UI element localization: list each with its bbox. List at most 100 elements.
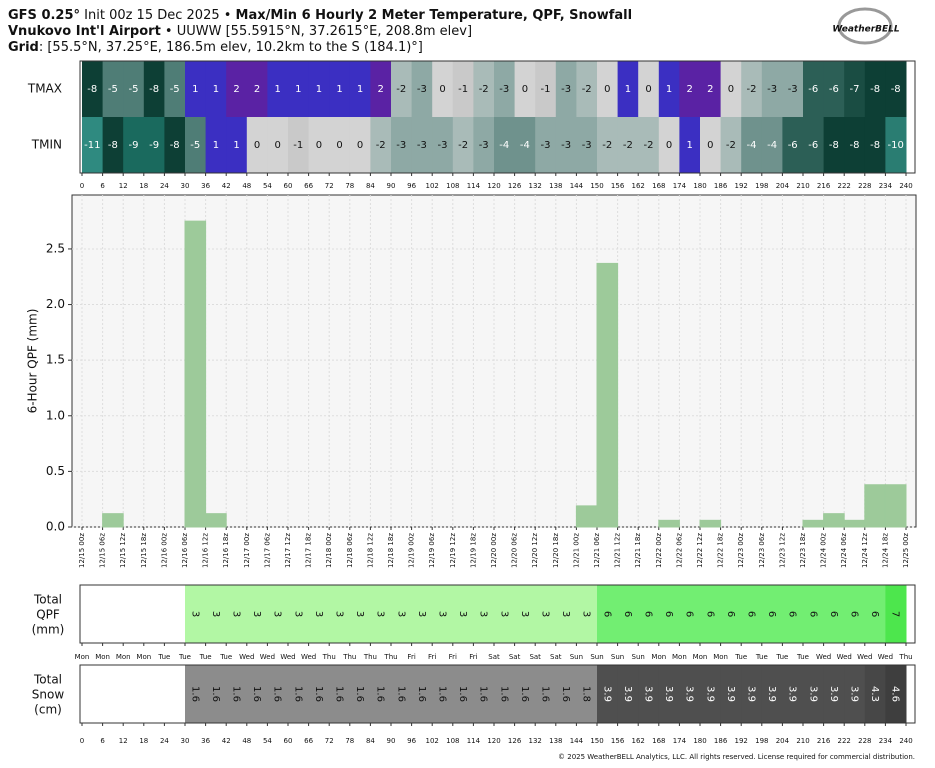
strip-cell [370,585,392,643]
x-tick-label: 12/16 18z [222,533,230,568]
cell-label: -5 [190,140,200,151]
strip-cell [514,665,536,723]
strip-cell [823,665,845,723]
grid-info: : [55.5°N, 37.25°E, 186.5m elev, 10.2km … [39,40,423,55]
heat-cell [123,117,145,173]
x-tick-label: 12/15 06z [99,533,107,568]
x-tick-label: 186 [714,737,728,745]
strip-cell [658,585,680,643]
cell-label: 0 [254,140,260,151]
cell-label: 1 [213,140,219,151]
x-tick-label: 108 [446,182,459,190]
x-tick-label: 12/18 18z [387,533,395,568]
x-tick-label: 84 [366,182,375,190]
x-tick-label: 198 [755,182,768,190]
x-tick-label: 12/22 18z [717,533,725,568]
x-tick-label: 12/25 00z [902,533,910,568]
x-tick-label: 96 [407,737,416,745]
heat-cell [494,117,516,173]
x-tick-label: 12/24 18z [881,533,889,568]
heat-cell [452,61,474,117]
strip-cell [267,665,289,723]
cell-label: 1.6 [540,686,551,702]
cell-label: 0 [522,84,528,95]
cell-label: 3 [231,611,242,617]
x-tick-label: 132 [529,737,542,745]
strip-cell [679,585,701,643]
cell-label: 3.9 [663,686,674,702]
bar [596,262,619,528]
x-tick-label: 12/19 00z [408,533,416,568]
strip-cell [700,665,722,723]
cell-label: -2 [479,84,489,95]
x-tick-label: Sun [590,653,603,661]
cell-label: 3 [498,611,509,617]
x-tick-label: Sun [611,653,624,661]
x-tick-label: Thu [383,653,397,661]
bar [658,519,680,528]
cell-label: 1.6 [272,686,283,702]
cell-label: 0 [275,140,281,151]
cell-label: -1 [458,84,468,95]
x-tick-label: 30 [181,182,190,190]
cell-label: 3 [375,611,386,617]
x-tick-label: Sat [529,653,541,661]
strip-label: QPF [36,608,60,622]
cell-label: -2 [602,140,612,151]
strip-cell [782,585,804,643]
strip-cell [308,585,330,643]
x-tick-label: 12 [119,737,128,745]
heat-cell [494,61,516,117]
heat-cell [246,117,268,173]
bar [699,519,722,528]
strip-cell [617,585,639,643]
x-tick-label: Tue [178,653,191,661]
cell-label: 3 [210,611,221,617]
strip-cell [329,665,351,723]
heat-cell [514,117,536,173]
strip-cell [638,665,660,723]
strip-cell [885,665,907,723]
cell-label: -5 [108,84,118,95]
cell-label: -3 [396,140,406,151]
bar [184,220,207,528]
x-tick-label: 204 [776,182,790,190]
cell-label: 1 [336,84,342,95]
strip-cell [411,665,433,723]
cell-label: -4 [520,140,530,151]
strip-cell [205,585,227,643]
heat-cell [658,61,680,117]
strip-label: Snow [32,688,65,702]
cell-label: 1.8 [581,686,592,702]
cell-label: 3 [416,611,427,617]
x-tick-label: 192 [735,182,748,190]
cell-label: 6 [601,611,612,617]
x-tick-label: 12/24 12z [861,533,869,568]
heat-cell [226,117,248,173]
heat-cell [288,117,310,173]
cell-label: 0 [439,84,445,95]
cell-label: -2 [396,84,406,95]
cell-label: 1 [192,84,198,95]
cell-label: 0 [707,140,713,151]
strip-cell [535,665,557,723]
cell-label: 3.9 [746,686,757,702]
x-tick-label: Tue [796,653,809,661]
station: Vnukovo Int'l Airport [8,24,161,39]
heat-cell [473,61,495,117]
cell-label: 6 [643,611,654,617]
strip-cell [885,585,907,643]
heat-cell [782,61,804,117]
heat-cell [308,117,330,173]
cell-label: 3 [540,611,551,617]
heat-cell [700,61,722,117]
strip-cell [782,665,804,723]
x-tick-label: 180 [693,182,706,190]
cell-label: -5 [170,84,180,95]
heat-cell [329,61,351,117]
cell-label: 6 [828,611,839,617]
x-tick-label: 12 [119,182,128,190]
cell-label: 1 [275,84,281,95]
heat-cell [679,61,701,117]
x-tick-label: 114 [467,737,481,745]
